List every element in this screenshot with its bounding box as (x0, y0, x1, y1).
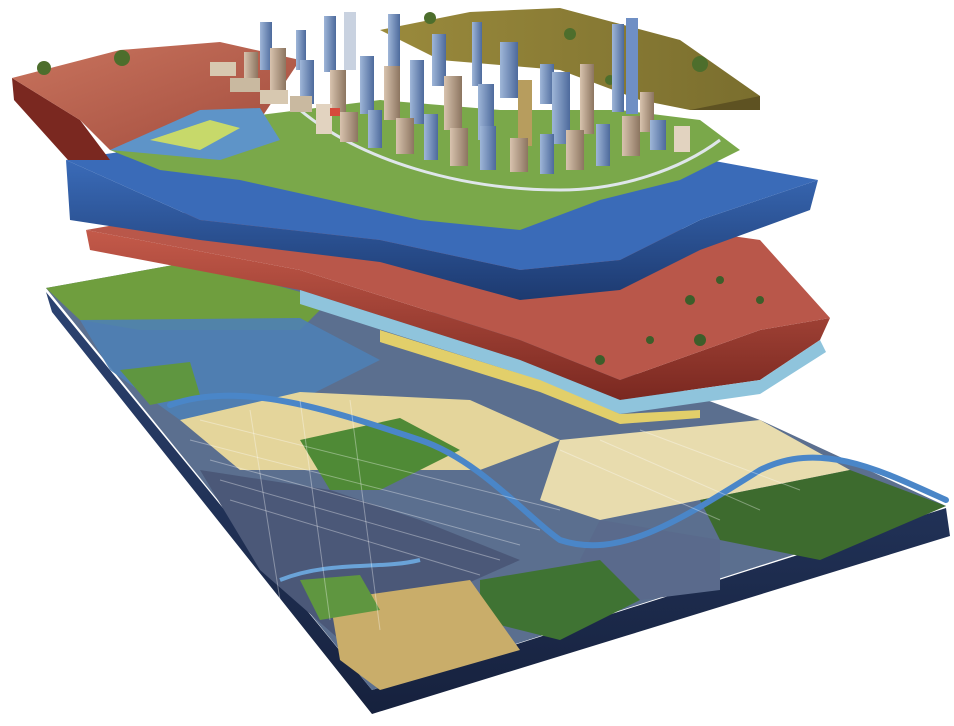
surface-layer-side (12, 78, 110, 160)
clay-stratum-side (86, 230, 830, 400)
east-forest (700, 470, 946, 560)
dense-urban-zone (200, 470, 520, 640)
river-branch (279, 558, 421, 582)
green-field (46, 262, 330, 330)
city-skyline (210, 12, 690, 174)
river (167, 392, 949, 549)
south-forest (480, 560, 640, 640)
urban-land-use-base-layer (46, 262, 950, 714)
east-sand-zone (540, 420, 850, 520)
central-green-field (300, 418, 460, 490)
water-stratum-side (66, 160, 818, 300)
city-surface-layer (12, 8, 760, 230)
